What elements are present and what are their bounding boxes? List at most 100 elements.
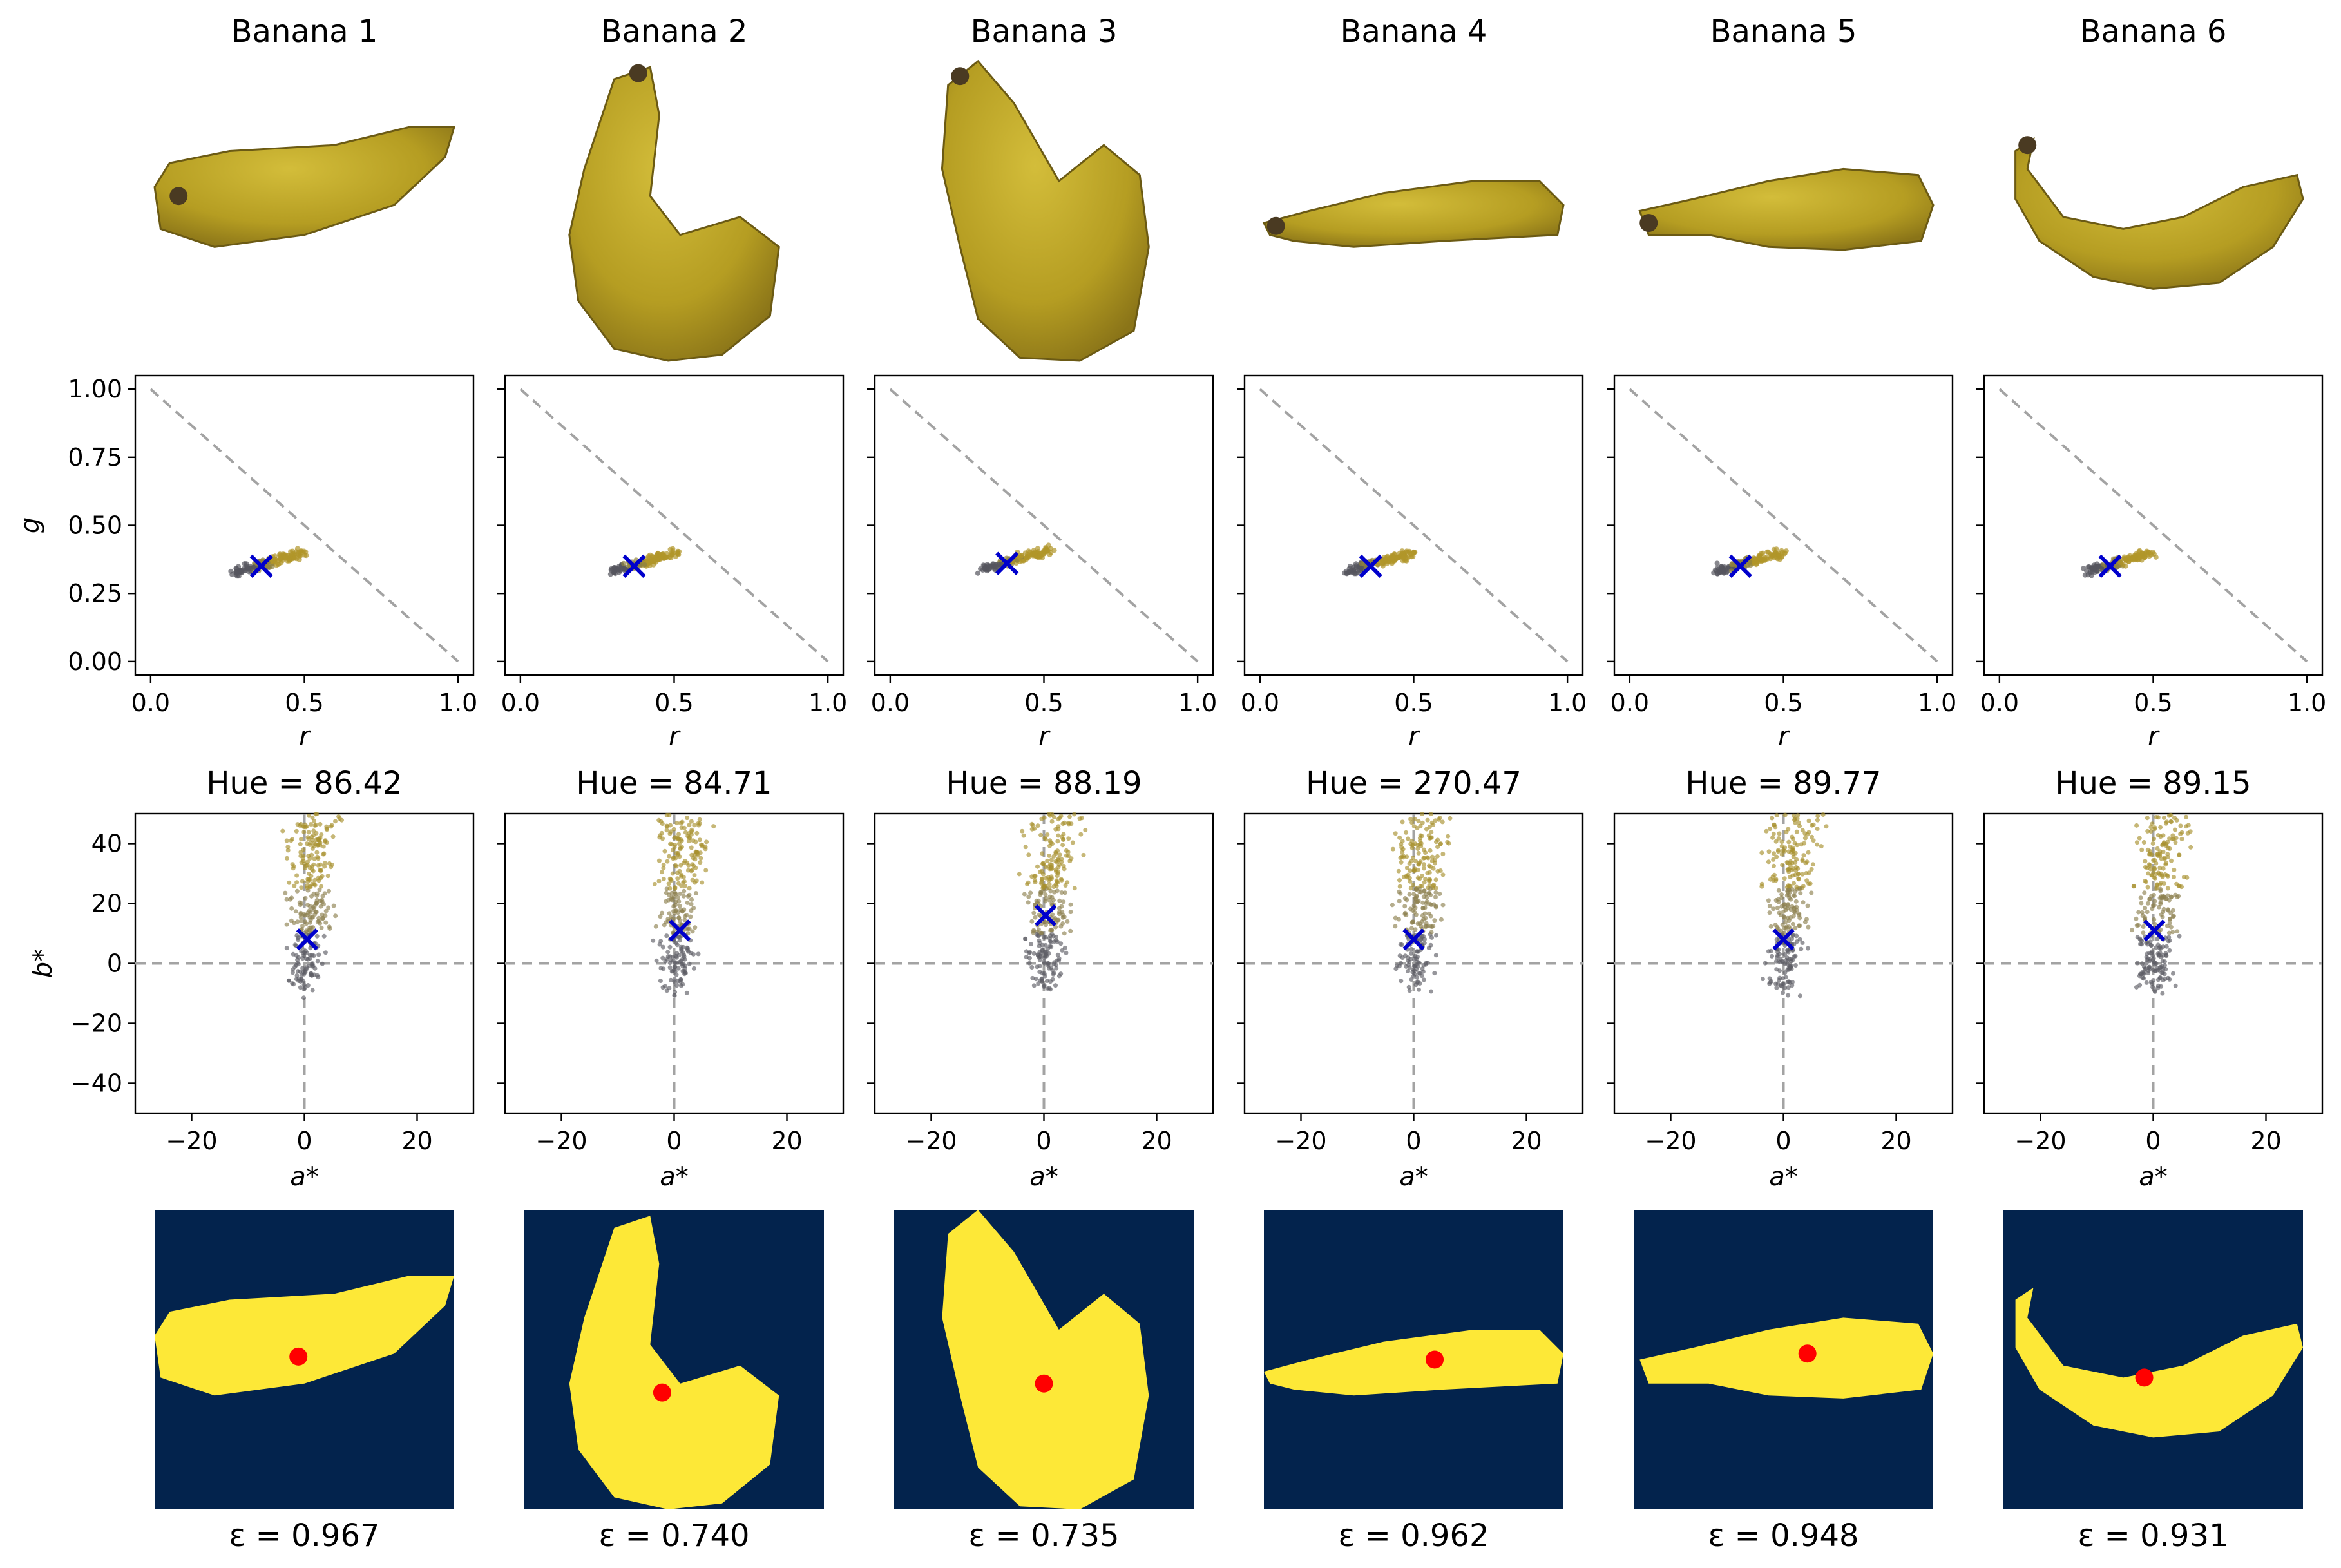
ab-pixel-point (2167, 836, 2172, 841)
ab-pixel-point (1815, 827, 1820, 831)
ab-pixel-point (2160, 991, 2165, 996)
ab-pixel-point (2188, 845, 2193, 850)
ab-pixel-point (2175, 929, 2180, 934)
ab-pixel-point (681, 894, 686, 899)
eccentricity-label: ε = 0.948 (1708, 1518, 1858, 1554)
ab-pixel-point (1788, 859, 1793, 864)
ab-x-tick-label: 0 (1775, 1127, 1791, 1155)
ab-pixel-point (1399, 961, 1403, 966)
ab-pixel-point (2169, 894, 2174, 899)
ab-pixel-point (1057, 852, 1062, 857)
rg-x-tick-label: 0.5 (1394, 689, 1433, 717)
ab-pixel-point (1068, 928, 1073, 933)
ab-pixel-point (1056, 824, 1061, 829)
ab-pixel-point (1051, 897, 1056, 903)
ab-pixel-point (2155, 937, 2160, 942)
ab-pixel-point (1418, 890, 1423, 895)
ab-pixel-point (1023, 936, 1027, 941)
rg-x-tick-label: 1.0 (808, 689, 847, 717)
ab-pixel-point (696, 823, 701, 828)
ab-pixel-point (704, 839, 709, 845)
ab-pixel-point (1033, 915, 1038, 920)
ab-pixel-point (2152, 988, 2157, 993)
ab-pixel-point (2147, 966, 2152, 971)
ab-pixel-point (1063, 883, 1068, 888)
ab-pixel-point (1031, 910, 1037, 915)
ab-pixel-point (333, 913, 338, 919)
ab-pixel-point (1790, 845, 1795, 850)
ab-pixel-point (1773, 923, 1778, 928)
ab-pixel-point (674, 960, 679, 965)
ab-pixel-point (1815, 842, 1820, 847)
hue-title: Hue = 270.47 (1306, 765, 1522, 801)
ab-pixel-point (310, 988, 315, 993)
ab-pixel-point (1026, 900, 1031, 905)
ab-pixel-point (301, 912, 307, 917)
ab-pixel-point (1413, 895, 1418, 901)
rg-pixel-point (2096, 564, 2101, 569)
ab-pixel-point (1786, 937, 1791, 942)
ab-pixel-point (1053, 983, 1058, 988)
ab-pixel-point (299, 837, 303, 842)
ab-pixel-point (2139, 901, 2144, 906)
rg-x-tick-label: 0.0 (871, 689, 910, 717)
ab-pixel-point (1791, 852, 1796, 857)
ab-pixel-point (667, 954, 673, 959)
ab-pixel-point (680, 982, 685, 987)
ab-pixel-point (1026, 894, 1031, 899)
rg-mean-marker (1359, 554, 1382, 578)
ab-pixel-point (1801, 900, 1806, 905)
ab-pixel-point (2164, 923, 2170, 928)
ab-pixel-point (311, 844, 316, 849)
ab-pixel-point (1417, 970, 1422, 975)
ab-pixel-point (1786, 993, 1791, 998)
ab-pixel-point (294, 880, 300, 885)
ab-pixel-point (1770, 953, 1774, 959)
ab-pixel-point (1411, 892, 1417, 897)
ab-mean-marker (1772, 928, 1795, 951)
ab-pixel-point (1409, 838, 1415, 843)
ab-pixel-point (2171, 913, 2176, 919)
ab-pixel-point (1781, 990, 1785, 995)
rg-pixel-point (1404, 558, 1409, 564)
ab-pixel-point (2172, 875, 2176, 879)
ab-pixel-point (1409, 859, 1414, 864)
ab-pixel-point (1030, 975, 1035, 980)
ab-pixel-point (1066, 836, 1071, 841)
ab-pixel-point (1413, 982, 1419, 988)
ab-pixel-point (668, 977, 673, 982)
ab-pixel-point (1398, 856, 1403, 861)
ab-pixel-point (2171, 971, 2175, 976)
ab-pixel-point (2170, 908, 2175, 913)
ab-pixel-point (2185, 830, 2190, 836)
rg-pixel-point (1411, 550, 1417, 556)
ab-pixel-point (1400, 850, 1405, 855)
ab-pixel-point (1027, 961, 1032, 966)
ab-pixel-point (1779, 928, 1784, 933)
ab-y-tick-label: 0 (107, 950, 122, 978)
ab-pixel-point (1059, 890, 1064, 895)
ab-pixel-point (1047, 882, 1052, 887)
ab-pixel-point (294, 953, 299, 958)
ab-pixel-point (1404, 854, 1409, 859)
rg-reference-line (519, 388, 829, 663)
ab-pixel-point (294, 888, 300, 894)
ab-pixel-point (314, 891, 320, 896)
ab-pixel-point (1390, 903, 1395, 908)
ab-pixel-point (676, 832, 681, 837)
ab-pixel-point (693, 839, 698, 845)
ab-pixel-point (687, 961, 692, 966)
ab-pixel-point (682, 888, 687, 894)
ab-x-tick-label: −20 (905, 1127, 957, 1155)
ab-pixel-point (1428, 877, 1433, 883)
ab-pixel-point (2164, 944, 2169, 949)
ab-pixel-point (1058, 941, 1064, 946)
ab-pixel-point (2165, 893, 2170, 898)
ab-pixel-point (1031, 983, 1037, 988)
ab-pixel-point (676, 899, 682, 904)
ab-y-tick-label: −20 (71, 1009, 122, 1038)
ab-pixel-point (1017, 872, 1022, 877)
ab-pixel-point (1802, 831, 1808, 836)
ab-pixel-point (2177, 852, 2182, 857)
ab-pixel-point (1431, 866, 1436, 871)
